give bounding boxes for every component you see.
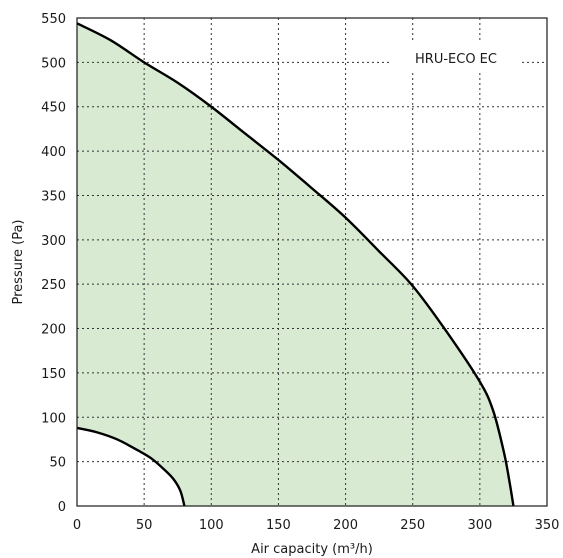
x-tick-label: 350 [535, 518, 560, 533]
y-tick-label: 300 [41, 234, 66, 249]
y-tick-label: 150 [41, 367, 66, 382]
x-tick-label: 100 [199, 518, 224, 533]
x-axis-title: Air capacity (m³/h) [251, 542, 373, 557]
y-tick-label: 50 [49, 456, 66, 471]
legend-label: HRU-ECO EC [415, 52, 497, 67]
y-tick-label: 350 [41, 189, 66, 204]
y-tick-label: 550 [41, 12, 66, 27]
y-tick-label: 500 [41, 56, 66, 71]
x-tick-label: 50 [136, 518, 153, 533]
x-tick-label: 150 [266, 518, 291, 533]
legend: HRU-ECO EC [392, 42, 520, 72]
axes [76, 17, 548, 507]
y-tick-label: 100 [41, 411, 66, 426]
x-tick-label: 300 [467, 518, 492, 533]
max-performance-curve [76, 22, 515, 507]
y-tick-label: 450 [41, 101, 66, 116]
y-tick-label: 0 [58, 500, 66, 515]
y-tick-label: 400 [41, 145, 66, 160]
x-tick-label: 200 [333, 518, 358, 533]
y-axis-title: Pressure (Pa) [11, 219, 26, 304]
plot-frame [76, 17, 548, 507]
grid [77, 18, 547, 506]
min-performance-curve [76, 426, 186, 507]
tick-labels: 0 50 100 150 200 250 300 350 0 50 100 150 200 250 300 3… [41, 12, 559, 533]
x-tick-label: 0 [73, 518, 81, 533]
y-tick-label: 250 [41, 278, 66, 293]
working-area-fill [77, 23, 514, 506]
curves [76, 22, 515, 507]
operating-area [77, 23, 514, 506]
y-tick-label: 200 [41, 323, 66, 338]
x-tick-label: 250 [400, 518, 425, 533]
legend-background [392, 42, 520, 72]
